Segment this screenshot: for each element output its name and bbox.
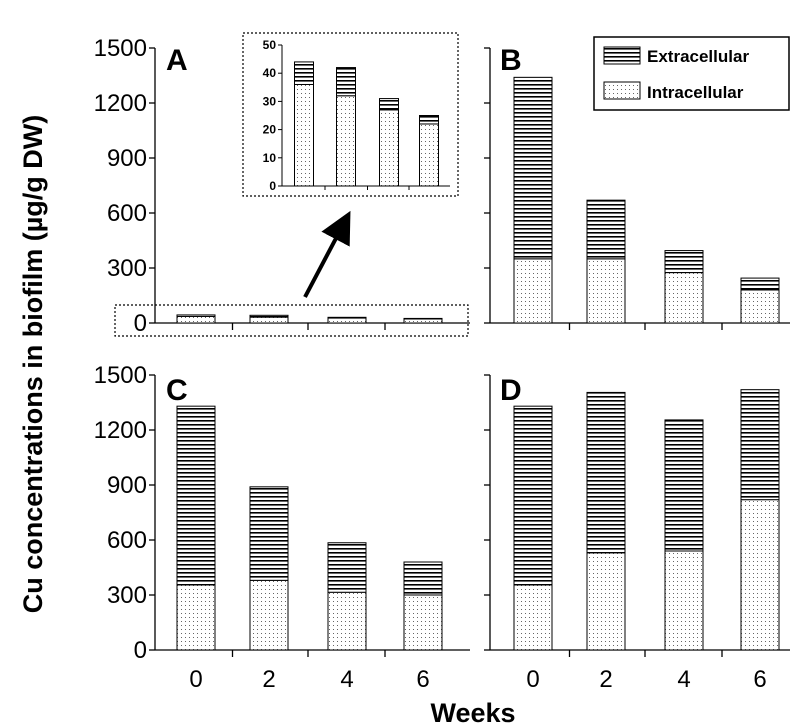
panel-a-y-tick-label: 600 — [107, 200, 147, 227]
bar-extracellular — [249, 314, 289, 318]
bar-intracellular — [586, 552, 626, 651]
bar-extracellular — [513, 76, 553, 260]
panel-a-y-tick-label: 1500 — [94, 35, 147, 62]
bar-intracellular — [176, 315, 216, 324]
bar-extracellular — [513, 405, 553, 586]
bar-extracellular — [403, 561, 443, 596]
inset-bar-intracellular — [294, 83, 314, 187]
panel-label-a: A — [166, 44, 188, 77]
panel-c-y-tick-label: 600 — [107, 527, 147, 554]
panel-d-x-tick-label: 6 — [753, 666, 766, 693]
bar-intracellular — [327, 317, 367, 324]
inset-y-tick-label: 0 — [269, 179, 276, 193]
bar-intracellular — [740, 499, 780, 651]
bar-extracellular — [327, 542, 367, 593]
panel-c-x-tick-label: 4 — [340, 666, 353, 693]
bar-intracellular — [740, 289, 780, 324]
panel-a-y-tick-label: 1200 — [94, 90, 147, 117]
panel-label-d: D — [500, 374, 522, 407]
bar-extracellular — [249, 486, 289, 581]
bar-intracellular — [403, 594, 443, 651]
inset-chart: 0 10 20 30 40 50 — [263, 38, 450, 193]
panel-label-b: B — [500, 44, 522, 77]
panel-c-y-tick-label: 0 — [134, 637, 147, 664]
legend: Extracellular Intracellular — [593, 36, 790, 111]
panel-c-x-tick-label: 0 — [189, 666, 202, 693]
bar-extracellular — [176, 405, 216, 586]
legend-swatch-extracellular — [603, 46, 641, 65]
bar-intracellular — [513, 258, 553, 324]
inset-y-tick-label: 10 — [263, 151, 277, 165]
panel-c-y-tick-label: 1200 — [94, 417, 147, 444]
bar-intracellular — [586, 258, 626, 324]
bar-extracellular — [740, 277, 780, 291]
legend-swatch-intracellular — [603, 81, 641, 100]
panel-c-x-tick-label: 6 — [416, 666, 429, 693]
inset-y-tick-label: 20 — [263, 123, 277, 137]
bar-intracellular — [403, 318, 443, 324]
panel-d-x-tick-label: 4 — [677, 666, 690, 693]
inset-y-tick-label: 50 — [263, 38, 277, 52]
bar-extracellular — [327, 316, 367, 319]
panel-c-y-tick-label: 1500 — [94, 362, 147, 389]
panel-c-x-tick-label: 2 — [262, 666, 275, 693]
inset-bar-intracellular — [379, 109, 399, 187]
panel-a-y-tick-label: 300 — [107, 255, 147, 282]
bar-extracellular — [403, 317, 443, 320]
inset-y-tick-label: 30 — [263, 94, 277, 108]
legend-label-extracellular: Extracellular — [647, 47, 749, 66]
x-axis-title: Weeks — [430, 698, 515, 727]
inset-y-tick-label: 40 — [263, 66, 277, 80]
bar-extracellular — [740, 389, 780, 501]
panel-a-y-tick-label: 0 — [134, 310, 147, 337]
bar-extracellular — [586, 199, 626, 260]
panel-a-y-tick-label: 900 — [107, 145, 147, 172]
inset-bar-extracellular — [379, 98, 399, 111]
bar-intracellular — [664, 550, 704, 651]
y-axis-title: Cu concentrations in biofilm (µg/g DW) — [18, 115, 48, 614]
bar-intracellular — [513, 584, 553, 651]
bar-extracellular — [586, 391, 626, 554]
bar-intracellular — [664, 272, 704, 324]
legend-label-intracellular: Intracellular — [647, 83, 744, 102]
zoom-arrow — [303, 210, 351, 298]
inset-bar-extracellular — [336, 67, 356, 97]
bar-intracellular — [176, 584, 216, 651]
bar-intracellular — [327, 591, 367, 651]
inset-bar-intracellular — [336, 95, 356, 187]
panel-c-y-tick-label: 300 — [107, 582, 147, 609]
panel-a-highlight-box — [114, 304, 469, 337]
bar-extracellular — [176, 314, 216, 317]
bar-extracellular — [664, 250, 704, 274]
panel-c-y-tick-label: 900 — [107, 472, 147, 499]
bar-intracellular — [249, 316, 289, 324]
bar-intracellular — [249, 579, 289, 651]
panel-label-c: C — [166, 374, 188, 407]
bar-extracellular — [664, 419, 704, 552]
panel-d-x-tick-label: 2 — [599, 666, 612, 693]
inset-bar-intracellular — [419, 123, 439, 187]
inset-bar-extracellular — [419, 115, 439, 125]
panel-d-x-tick-label: 0 — [526, 666, 539, 693]
inset-bar-extracellular — [294, 61, 314, 85]
